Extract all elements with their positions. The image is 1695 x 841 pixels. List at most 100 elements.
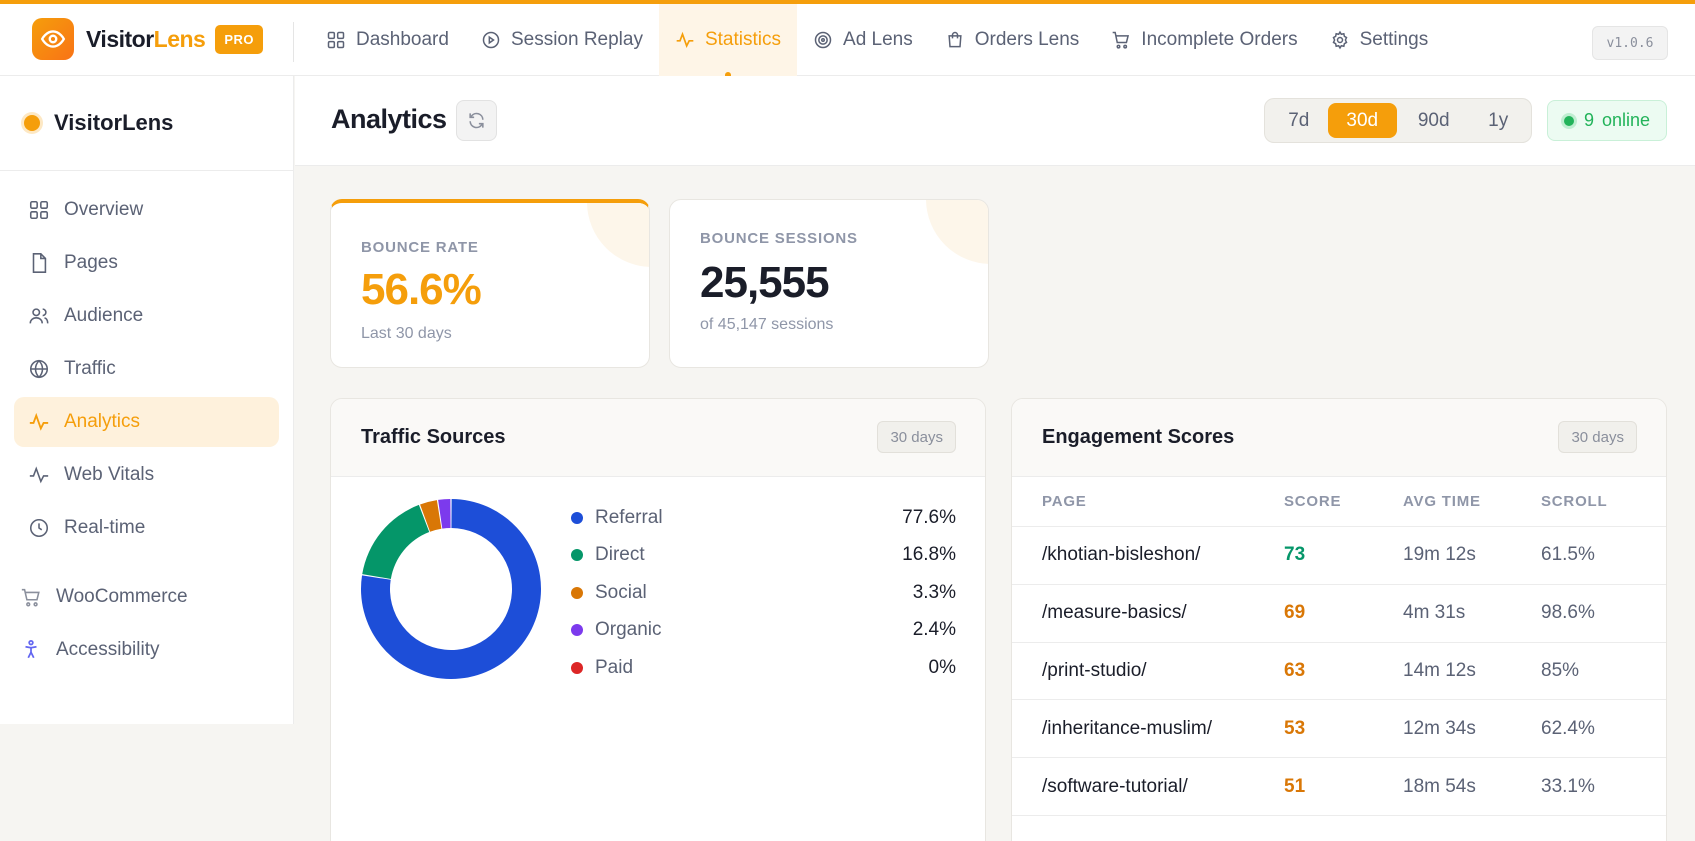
- version-badge: v1.0.6: [1592, 26, 1668, 60]
- legend-value: 16.8%: [902, 544, 956, 566]
- sidebar-item-pages[interactable]: Pages: [14, 238, 279, 288]
- topnav-label: Ad Lens: [843, 29, 913, 50]
- sidebar: VisitorLens Overview Pages Audience Traf…: [0, 76, 294, 724]
- grid-icon: [327, 31, 345, 49]
- scroll-cell: 61.5%: [1541, 544, 1595, 566]
- sidebar-nav: Overview Pages Audience Traffic Analytic…: [0, 171, 293, 675]
- bounce-rate-card: BOUNCE RATE 56.6% Last 30 days: [330, 199, 650, 368]
- sidebar-item-label: Real-time: [64, 517, 146, 538]
- score-cell: 53: [1284, 717, 1306, 739]
- stat-value: 25,555: [700, 258, 830, 307]
- donut-slice-referral[interactable]: [361, 499, 541, 679]
- legend-dot: [571, 624, 583, 637]
- sidebar-item-label: Analytics: [64, 411, 141, 432]
- sidebar-item-audience[interactable]: Audience: [14, 291, 279, 341]
- legend-item[interactable]: Paid 0%: [571, 649, 956, 687]
- table-row[interactable]: /software-tutorial/51 18m 54s 33.1%: [1012, 758, 1666, 816]
- legend-dot: [571, 549, 583, 562]
- range-30d-button[interactable]: 30d: [1327, 103, 1397, 138]
- page-cell[interactable]: /khotian-bisleshon/: [1042, 544, 1201, 566]
- legend-label: Direct: [595, 544, 645, 566]
- online-dot: [1563, 115, 1574, 126]
- top-nav: Dashboard Session Replay Statistics Ad L…: [310, 4, 1444, 76]
- legend-item[interactable]: Organic 2.4%: [571, 612, 956, 650]
- sidebar-item-label: Pages: [64, 252, 118, 273]
- period-badge: 30 days: [1558, 421, 1637, 453]
- sidebar-item-real-time[interactable]: Real-time: [14, 503, 279, 553]
- cart-icon: [1112, 31, 1130, 49]
- scroll-cell: 62.4%: [1541, 717, 1595, 739]
- topnav-orders-lens[interactable]: Orders Lens: [929, 4, 1096, 76]
- date-range-selector: 7d 30d 90d 1y: [1264, 98, 1532, 143]
- topnav-settings[interactable]: Settings: [1314, 4, 1445, 76]
- legend-value: 3.3%: [912, 581, 956, 603]
- column-header[interactable]: SCORE: [1284, 493, 1342, 510]
- page-cell[interactable]: /measure-basics/: [1042, 602, 1187, 624]
- pro-badge: PRO: [215, 24, 264, 54]
- engagement-scores-panel: Engagement Scores 30 days PAGE SCORE AVG…: [1011, 398, 1667, 841]
- card-decoration: [926, 200, 988, 264]
- column-header[interactable]: AVG TIME: [1403, 493, 1481, 510]
- status-dot: [24, 115, 40, 131]
- legend-label: Organic: [595, 619, 662, 641]
- donut-slice-organic[interactable]: [438, 499, 451, 529]
- table-row[interactable]: /measure-basics/69 4m 31s 98.6%: [1012, 585, 1666, 643]
- engagement-table: PAGE SCORE AVG TIME SCROLL /khotian-bisl…: [1012, 477, 1666, 816]
- sidebar-item-woocommerce[interactable]: WooCommerce: [14, 572, 279, 622]
- sidebar-item-traffic[interactable]: Traffic: [14, 344, 279, 394]
- avg-time-cell: 18m 54s: [1403, 775, 1476, 797]
- traffic-sources-panel: Traffic Sources 30 days Referral 77.6% Dir…: [330, 398, 986, 841]
- accessibility-icon: [25, 639, 37, 659]
- brand[interactable]: VisitorLens PRO: [32, 18, 264, 60]
- column-header[interactable]: SCROLL: [1541, 493, 1608, 510]
- globe-icon: [29, 359, 49, 379]
- topnav-ad-lens[interactable]: Ad Lens: [797, 4, 929, 76]
- legend-item[interactable]: Referral 77.6%: [571, 499, 956, 537]
- sidebar-item-label: Web Vitals: [64, 464, 155, 485]
- stat-value: 56.6%: [361, 265, 482, 314]
- table-row[interactable]: /print-studio/63 14m 12s 85%: [1012, 643, 1666, 701]
- page-cell[interactable]: /inheritance-muslim/: [1042, 717, 1212, 739]
- legend-item[interactable]: Social 3.3%: [571, 574, 956, 612]
- sidebar-item-web-vitals[interactable]: Web Vitals: [14, 450, 279, 500]
- donut-slice-social[interactable]: [420, 500, 442, 532]
- legend-item[interactable]: Direct 16.8%: [571, 537, 956, 575]
- topnav-label: Orders Lens: [974, 29, 1080, 50]
- stat-label: BOUNCE RATE: [361, 239, 479, 256]
- sidebar-item-overview[interactable]: Overview: [14, 185, 279, 235]
- legend-value: 2.4%: [912, 619, 956, 641]
- top-bar: VisitorLens PRO Dashboard Session Replay…: [0, 0, 1695, 76]
- table-row[interactable]: /khotian-bisleshon/73 19m 12s 61.5%: [1012, 527, 1666, 585]
- grid-icon: [29, 200, 49, 220]
- range-7d-button[interactable]: 7d: [1288, 109, 1310, 131]
- stat-label: BOUNCE SESSIONS: [700, 230, 858, 247]
- cart-icon: [21, 588, 40, 607]
- activity-icon: [676, 31, 694, 48]
- gear-icon: [1332, 30, 1348, 50]
- clock-icon: [29, 518, 49, 538]
- sidebar-item-accessibility[interactable]: Accessibility: [14, 625, 279, 675]
- sidebar-item-analytics[interactable]: Analytics: [14, 397, 279, 447]
- online-count: 9: [1583, 110, 1594, 130]
- sidebar-title: VisitorLens: [54, 110, 174, 135]
- table-row[interactable]: /inheritance-muslim/53 12m 34s 62.4%: [1012, 700, 1666, 759]
- sidebar-item-label: Audience: [64, 305, 144, 326]
- range-1y-button[interactable]: 1y: [1488, 109, 1509, 131]
- topnav-statistics[interactable]: Statistics: [658, 4, 798, 76]
- range-90d-button[interactable]: 90d: [1417, 109, 1450, 131]
- refresh-button[interactable]: [456, 100, 497, 141]
- donut-slice-direct[interactable]: [362, 504, 430, 579]
- topnav-label: Settings: [1359, 29, 1429, 50]
- page-cell[interactable]: /software-tutorial/: [1042, 775, 1188, 797]
- stat-sub: of 45,147 sessions: [700, 316, 834, 333]
- score-cell: 51: [1284, 775, 1306, 797]
- page-cell[interactable]: /print-studio/: [1042, 659, 1147, 681]
- score-cell: 63: [1284, 659, 1306, 681]
- legend-label: Referral: [595, 506, 663, 528]
- traffic-legend: Referral 77.6% Direct 16.8% Social 3.3% Organi…: [571, 499, 956, 687]
- topnav-dashboard[interactable]: Dashboard: [310, 4, 465, 76]
- refresh-icon: [469, 112, 484, 129]
- topnav-incomplete-orders[interactable]: Incomplete Orders: [1095, 4, 1313, 76]
- column-header[interactable]: PAGE: [1042, 493, 1087, 510]
- topnav-session-replay[interactable]: Session Replay: [465, 4, 659, 76]
